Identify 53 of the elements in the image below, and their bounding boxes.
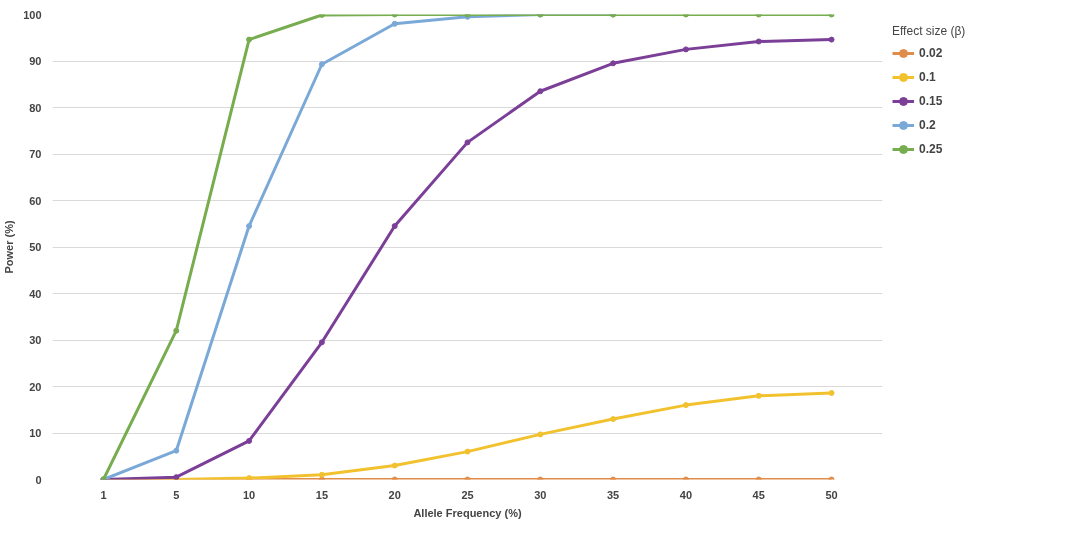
y-tick-label: 40 <box>29 287 42 300</box>
y-tick-label: 70 <box>29 148 42 160</box>
point <box>537 431 544 438</box>
point <box>246 36 253 43</box>
legend-label: 0.2 <box>919 118 937 132</box>
legend-label: 0.25 <box>919 142 943 156</box>
point <box>537 88 544 95</box>
point <box>246 437 253 444</box>
legend-label: 0.15 <box>919 94 943 108</box>
y-axis-title: Power (%) <box>3 220 16 274</box>
point <box>391 20 398 27</box>
y-tick-label: 0 <box>35 473 42 486</box>
point <box>610 60 617 67</box>
legend-title: Effect size (β) <box>892 24 966 38</box>
point <box>682 402 689 409</box>
legend-label: 0.1 <box>919 70 937 84</box>
x-tick-label: 15 <box>315 488 329 501</box>
x-tick-label: 40 <box>679 488 693 501</box>
x-axis-title: Allele Frequency (%) <box>413 506 522 519</box>
point <box>828 390 835 397</box>
point <box>682 46 689 53</box>
x-tick-label: 5 <box>173 488 180 501</box>
x-tick-label: 25 <box>461 488 474 501</box>
point <box>610 416 617 423</box>
y-tick-label: 30 <box>29 334 42 346</box>
y-tick-label: 80 <box>29 101 42 114</box>
x-tick-label: 30 <box>534 488 547 501</box>
point <box>318 61 325 68</box>
x-tick-label: 20 <box>388 488 401 501</box>
legend-label: 0.02 <box>919 46 943 60</box>
point <box>464 139 471 146</box>
y-tick-label: 60 <box>29 194 42 207</box>
point <box>464 448 471 455</box>
point <box>391 462 398 469</box>
x-tick-label: 50 <box>825 488 838 501</box>
y-tick-label: 10 <box>29 427 42 439</box>
y-tick-label: 50 <box>29 241 42 253</box>
point <box>318 471 325 478</box>
point <box>318 339 325 346</box>
point <box>173 447 180 454</box>
point <box>246 223 253 230</box>
x-tick-label: 1 <box>100 488 107 501</box>
x-tick-label: 10 <box>242 488 256 501</box>
y-tick-label: 100 <box>23 8 42 21</box>
point <box>391 223 398 230</box>
point <box>828 36 835 43</box>
point <box>755 392 762 399</box>
x-tick-label: 45 <box>752 488 765 501</box>
point <box>755 38 762 45</box>
y-tick-label: 20 <box>29 380 42 393</box>
point <box>173 327 180 334</box>
y-tick-label: 90 <box>29 55 42 67</box>
x-tick-label: 35 <box>607 488 620 501</box>
